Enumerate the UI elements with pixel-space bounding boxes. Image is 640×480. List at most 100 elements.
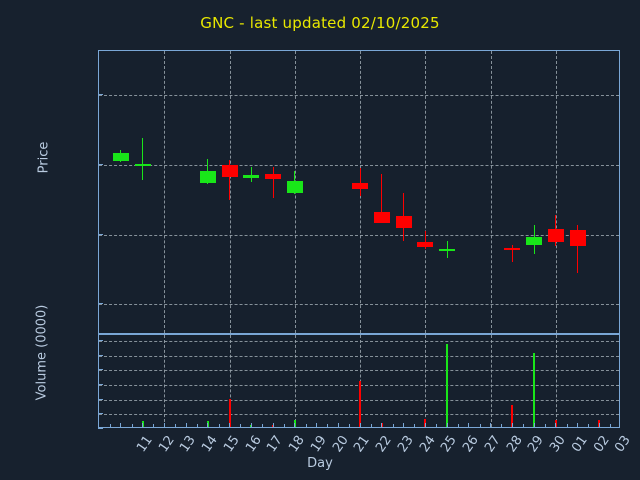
chart-title: GNC - last updated 02/10/2025 [200,14,440,32]
volume-gridline-v [294,335,296,427]
volume-bar [424,418,427,427]
candle-body [134,163,151,166]
x-minor-tick [544,424,546,427]
candle-body [286,181,303,193]
volume-gridline-v [490,335,492,427]
volume-axis-label: Volume (0000) [34,304,50,401]
x-tick-mark [185,423,187,427]
candle-wick [424,231,426,250]
x-tick-mark [120,423,122,427]
candle-body [221,164,238,177]
candle-wick [272,167,274,198]
volume-gridline-v [425,335,427,427]
x-minor-tick [240,424,242,427]
volume-bar [511,404,514,427]
price-tick-mark [98,303,103,305]
volume-bar [446,344,448,427]
x-minor-tick [610,424,612,427]
x-minor-tick [392,424,394,427]
price-panel [98,50,620,334]
x-tick-mark [533,423,535,427]
volume-tick-mark [98,398,103,400]
x-tick-mark [577,423,578,427]
x-tick-label: 17 [264,433,287,456]
x-minor-tick [327,424,329,427]
candle-body [373,211,390,224]
candle-body [504,248,521,251]
x-axis-label: Day [307,456,333,471]
x-minor-tick [153,424,155,427]
x-tick-mark [294,423,296,427]
x-tick-mark [229,423,230,427]
candle-body [526,237,542,245]
x-tick-label: 13 [177,433,200,456]
x-minor-tick [436,424,438,427]
x-tick-mark [250,423,252,427]
price-gridline-h [99,304,619,306]
price-gridline-h [99,234,619,236]
candle-wick [511,244,513,263]
x-tick-mark [163,423,165,427]
volume-tick-mark [98,413,103,415]
price-tick-mark [98,163,103,165]
x-tick-label: 27 [481,433,504,456]
x-tick-mark [468,423,470,427]
volume-tick-mark [98,354,103,356]
x-tick-label: 30 [547,433,569,456]
x-tick-mark [142,423,143,427]
x-tick-label: 19 [307,433,330,456]
x-tick-label: 22 [373,433,395,456]
x-minor-tick [566,424,568,427]
volume-panel [98,334,620,428]
x-tick-label: 16 [242,433,265,456]
x-tick-mark [598,423,600,427]
candle-wick [381,174,383,218]
x-tick-label: 21 [351,433,374,456]
x-tick-label: 29 [525,433,548,456]
volume-gridline-v [555,335,557,427]
x-tick-mark [424,423,426,427]
x-tick-mark [272,423,274,427]
x-minor-tick [283,424,285,427]
x-minor-tick [457,424,459,427]
x-tick-mark [207,423,209,427]
x-minor-tick [523,424,525,427]
x-tick-label: 25 [438,433,461,456]
x-minor-tick [175,424,177,427]
x-tick-label: 24 [416,433,439,456]
volume-tick-mark [98,383,103,385]
volume-tick-mark [98,369,103,371]
volume-gridline-h [99,340,619,342]
price-gridline-v [229,51,231,333]
candle-body [199,170,216,183]
x-minor-tick [414,424,416,427]
candle-wick [229,160,230,200]
x-tick-mark [511,423,513,427]
x-tick-mark [446,423,448,427]
x-minor-tick [305,424,307,427]
volume-gridline-v [164,335,166,427]
x-minor-tick [262,424,264,427]
candle-wick [577,224,578,273]
volume-gridline-v [229,335,231,427]
x-minor-tick [131,424,133,427]
x-minor-tick [370,424,372,427]
x-tick-mark [490,423,491,427]
candle-wick [359,168,361,197]
candle-body [569,230,586,246]
volume-gridline-h [99,355,619,357]
x-tick-label: 15 [220,433,243,456]
price-gridline-h [99,94,619,96]
x-tick-mark [316,423,317,427]
x-tick-label: 14 [199,433,221,456]
x-tick-label: 11 [133,433,156,456]
x-tick-label: 03 [612,433,635,456]
candle-body [439,249,455,252]
price-tick-mark [98,233,103,235]
volume-gridline-h [99,370,619,372]
x-tick-label: 23 [394,433,417,456]
candle-body [395,216,412,229]
volume-bar [533,352,535,427]
volume-bar [228,399,231,427]
